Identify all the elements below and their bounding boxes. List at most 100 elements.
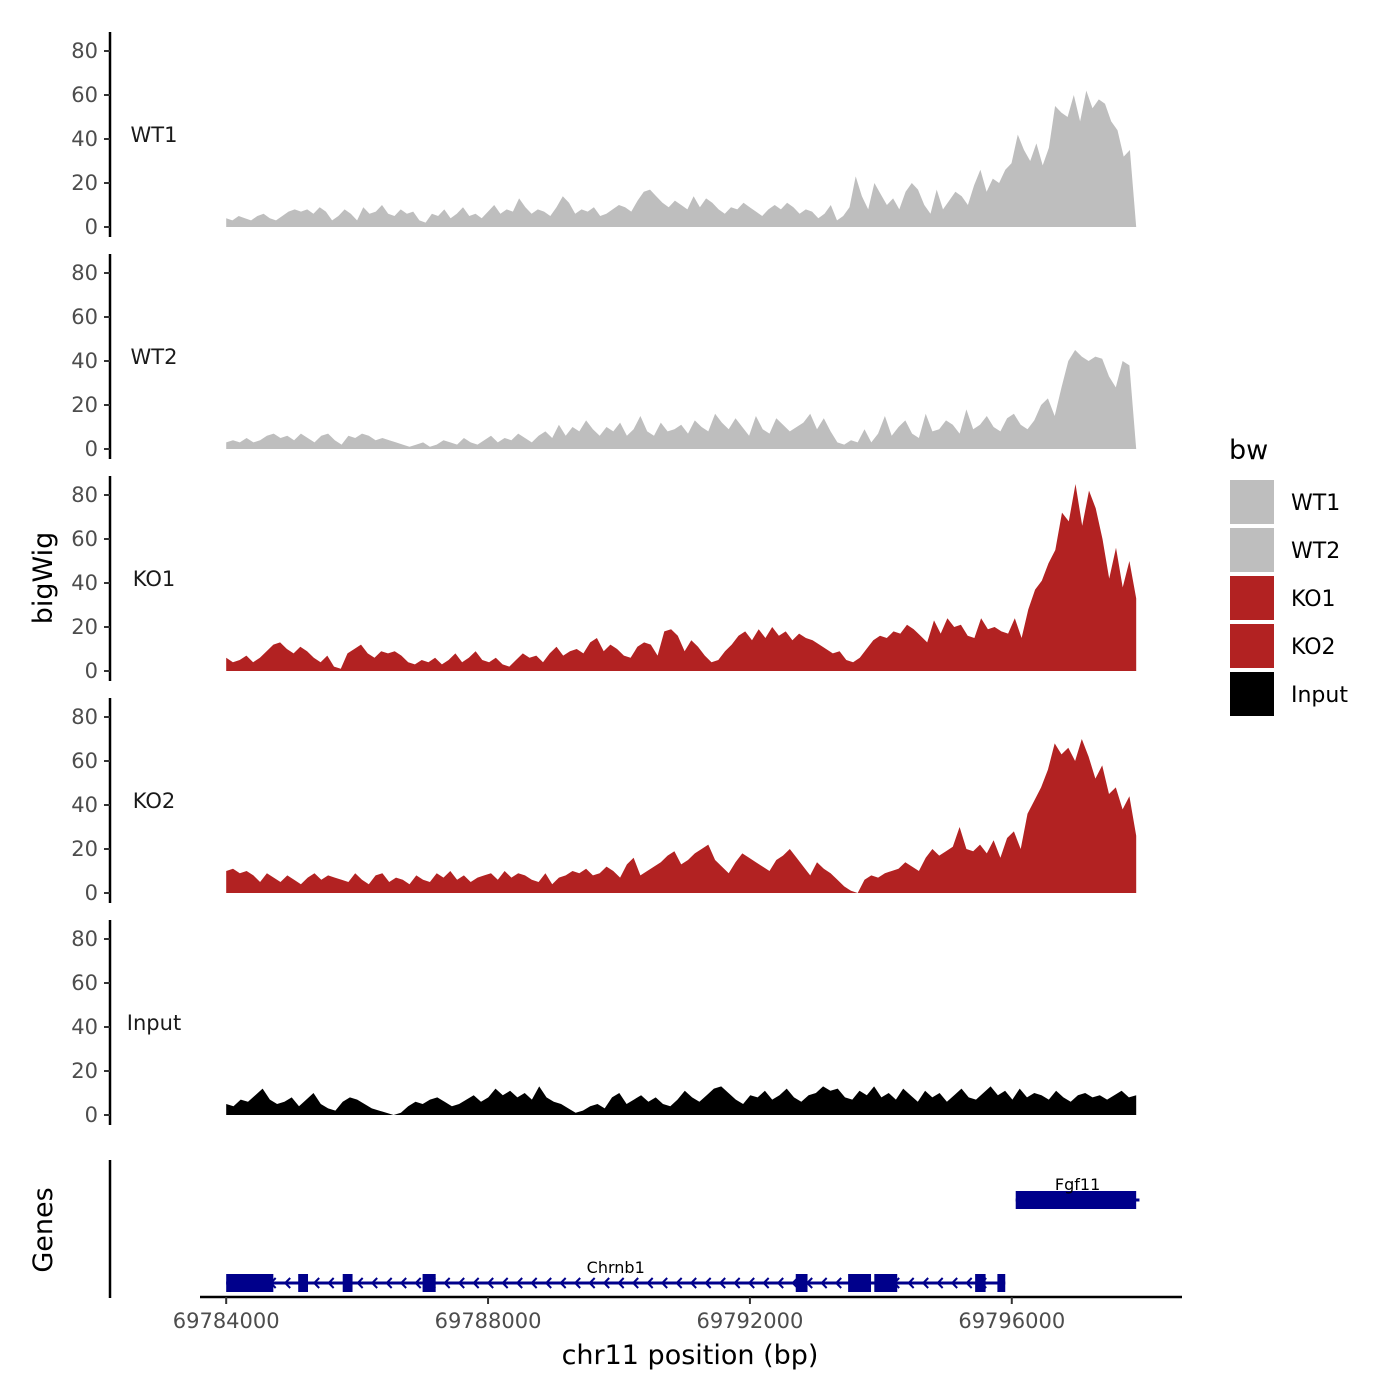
- strand-arrow: [718, 1277, 726, 1289]
- gene-track-title: Genes: [28, 1187, 59, 1272]
- gene-exon: [422, 1274, 436, 1292]
- y-tick-label: 0: [85, 659, 98, 683]
- strand-arrow: [936, 1277, 944, 1289]
- strand-arrow: [588, 1277, 596, 1289]
- track-input: 0 20 40 60 80 Input: [71, 920, 1137, 1127]
- strand-arrow: [617, 1277, 625, 1289]
- strand-arrow: [501, 1277, 509, 1289]
- strand-arrow: [950, 1277, 958, 1289]
- legend-swatch-input: [1230, 672, 1274, 716]
- strand-arrow: [283, 1277, 291, 1289]
- strand-arrow: [965, 1277, 973, 1289]
- strand-arrow: [443, 1277, 451, 1289]
- strand-arrow: [631, 1277, 639, 1289]
- y-tick-label: 60: [71, 749, 98, 773]
- track-ko1: 0 20 40 60 80 KO1: [71, 476, 1137, 683]
- strand-arrow: [530, 1277, 538, 1289]
- y-tick-label: 60: [71, 83, 98, 107]
- strand-arrow: [921, 1277, 929, 1289]
- y-tick-label: 60: [71, 971, 98, 995]
- y-tick-label: 40: [71, 793, 98, 817]
- legend-label-input: Input: [1291, 683, 1348, 708]
- coverage-area-input: [226, 1086, 1137, 1115]
- y-tick-label: 80: [71, 483, 98, 507]
- legend-title: bw: [1229, 435, 1268, 466]
- y-axis-title: bigWig: [28, 532, 59, 625]
- strand-arrow: [660, 1277, 668, 1289]
- gene-name-label: Fgf11: [1055, 1175, 1100, 1194]
- strand-arrow: [733, 1277, 741, 1289]
- strand-arrow: [747, 1277, 755, 1289]
- coverage-area-ko1: [226, 484, 1137, 671]
- gene-exon: [975, 1274, 986, 1292]
- y-tick-label: 40: [71, 349, 98, 373]
- gene-exon: [342, 1274, 353, 1292]
- strand-arrow: [820, 1277, 828, 1289]
- strand-arrow: [385, 1277, 393, 1289]
- legend-swatch-wt1: [1230, 480, 1274, 524]
- y-tick-label: 40: [71, 571, 98, 595]
- y-tick-label: 0: [85, 1103, 98, 1127]
- strand-arrow: [675, 1277, 683, 1289]
- x-tick-label: 69796000: [958, 1309, 1065, 1333]
- strand-arrow: [776, 1277, 784, 1289]
- legend-label-ko1: KO1: [1291, 587, 1336, 612]
- legend-swatch-ko1: [1230, 576, 1274, 620]
- track-label: WT2: [131, 345, 178, 369]
- strand-arrow: [370, 1277, 378, 1289]
- strand-arrow: [544, 1277, 552, 1289]
- x-tick-label: 69788000: [435, 1309, 542, 1333]
- y-tick-label: 40: [71, 127, 98, 151]
- coverage-tracks: 0 20 40 60 80 WT1 0 20 40 60 80 WT2 0 20 40 60 80 KO1 0 20 4…: [71, 32, 1137, 1127]
- track-label: Input: [127, 1011, 181, 1035]
- x-axis: 69784000 69788000 69792000 69796000: [173, 1295, 1182, 1333]
- strand-arrow: [472, 1277, 480, 1289]
- coverage-area-wt2: [226, 350, 1137, 449]
- gene-exon: [848, 1274, 872, 1292]
- y-tick-label: 80: [71, 927, 98, 951]
- y-tick-label: 20: [71, 1059, 98, 1083]
- strand-arrow: [327, 1277, 335, 1289]
- x-tick-label: 69784000: [173, 1309, 280, 1333]
- strand-arrow: [312, 1277, 320, 1289]
- strand-arrow: [399, 1277, 407, 1289]
- y-tick-label: 60: [71, 527, 98, 551]
- gene-exon: [874, 1274, 898, 1292]
- track-label: KO2: [133, 789, 176, 813]
- y-tick-label: 20: [71, 837, 98, 861]
- strand-arrow: [457, 1277, 465, 1289]
- gene-exon: [226, 1274, 274, 1292]
- y-tick-label: 60: [71, 305, 98, 329]
- track-ko2: 0 20 40 60 80 KO2: [71, 698, 1137, 905]
- legend-label-wt1: WT1: [1291, 491, 1340, 516]
- y-tick-label: 0: [85, 215, 98, 239]
- x-axis-title: chr11 position (bp): [562, 1340, 819, 1371]
- gene-exon: [1015, 1191, 1137, 1209]
- gene-chrnb1: Chrnb1: [226, 1258, 1006, 1292]
- strand-arrow: [907, 1277, 915, 1289]
- legend-swatch-ko2: [1230, 624, 1274, 668]
- gene-exon: [298, 1274, 309, 1292]
- gene-fgf11: Fgf11: [1015, 1175, 1140, 1209]
- legend-swatch-wt2: [1230, 528, 1274, 572]
- track-label: KO1: [133, 567, 176, 591]
- strand-arrow: [515, 1277, 523, 1289]
- strand-arrow: [646, 1277, 654, 1289]
- legend: bw WT1 WT2 KO1 KO2 Input: [1229, 435, 1348, 716]
- gene-track: Chrnb1 Fgf11: [108, 1160, 1140, 1298]
- track-wt2: 0 20 40 60 80 WT2: [71, 254, 1137, 461]
- strand-arrow: [486, 1277, 494, 1289]
- y-tick-label: 40: [71, 1015, 98, 1039]
- track-label: WT1: [131, 123, 178, 147]
- legend-label-wt2: WT2: [1291, 539, 1340, 564]
- y-tick-label: 20: [71, 615, 98, 639]
- x-tick-label: 69792000: [696, 1309, 803, 1333]
- track-wt1: 0 20 40 60 80 WT1: [71, 32, 1137, 239]
- y-tick-label: 80: [71, 39, 98, 63]
- gene-exon: [795, 1274, 808, 1292]
- gene-name-label: Chrnb1: [587, 1258, 645, 1277]
- strand-arrow: [414, 1277, 422, 1289]
- gene-exon: [997, 1274, 1006, 1292]
- strand-arrow: [559, 1277, 567, 1289]
